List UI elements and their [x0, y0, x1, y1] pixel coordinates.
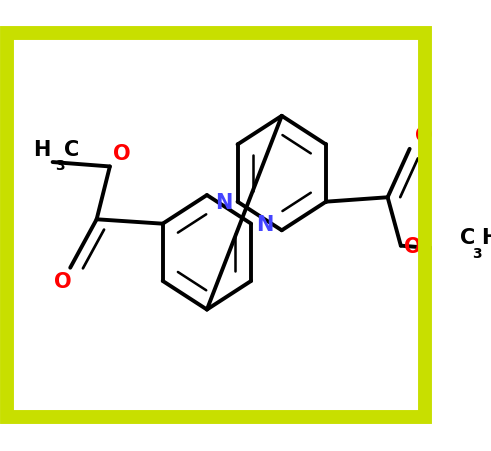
Text: O: O — [405, 236, 422, 256]
Text: O: O — [113, 143, 131, 164]
Text: H: H — [481, 227, 491, 247]
Text: H: H — [33, 139, 51, 159]
Text: 3: 3 — [55, 158, 65, 172]
Text: N: N — [215, 192, 232, 212]
Text: O: O — [55, 272, 72, 292]
Text: C: C — [460, 227, 475, 247]
Text: C: C — [64, 139, 80, 159]
Text: N: N — [256, 214, 274, 234]
Text: O: O — [415, 126, 433, 146]
Text: 3: 3 — [472, 246, 482, 260]
